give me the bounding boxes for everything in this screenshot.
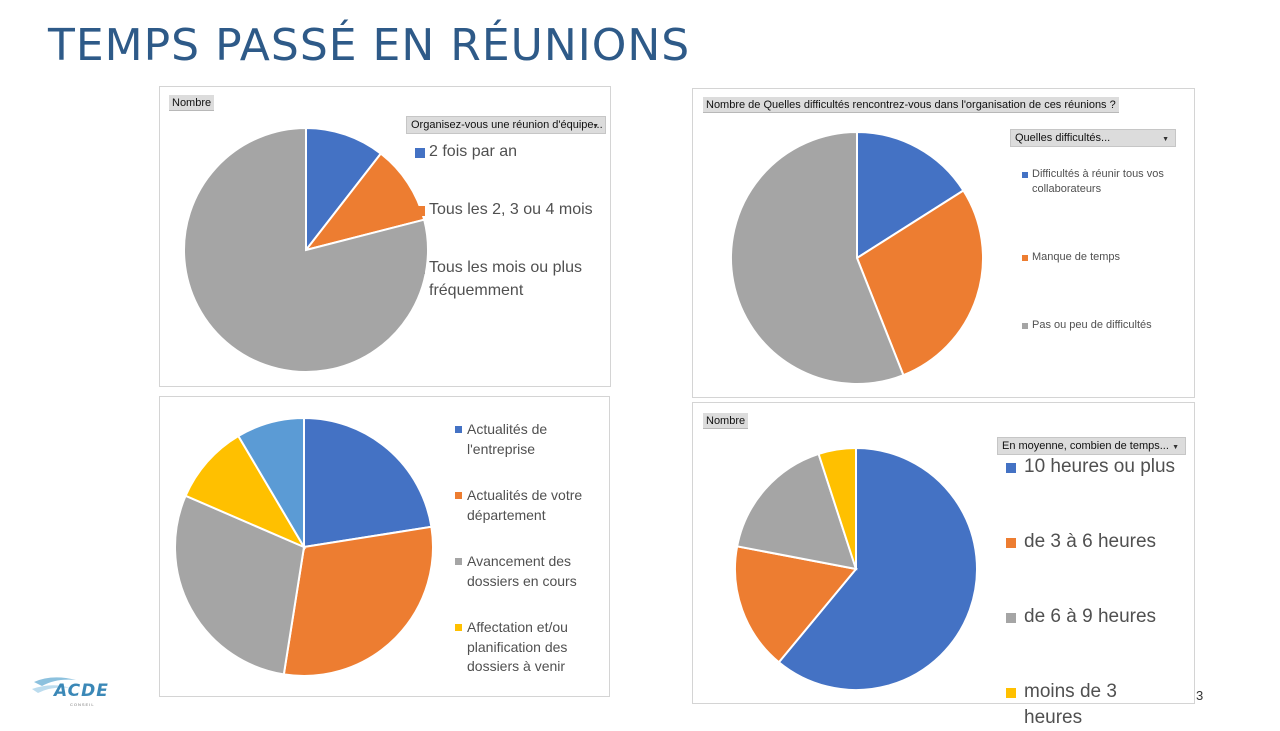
pie-slice xyxy=(855,189,984,377)
chart-legend: 2 fois par an Tous les 2, 3 ou 4 mois Tous… xyxy=(415,140,610,302)
pie-slice xyxy=(303,152,426,252)
legend-label: Affectation et/ou planification des dossie… xyxy=(467,619,568,674)
pie-chart xyxy=(183,126,429,373)
chart-panel-3: Actualités de l'entreprise Actualités de v… xyxy=(159,396,610,697)
legend-item[interactable]: Avancement des dossiers en cours xyxy=(455,552,607,591)
filter-label: Quelles difficultés... xyxy=(1015,132,1111,144)
dropdown-arrow-icon: ▼ xyxy=(1172,444,1179,451)
filter-label: En moyenne, combien de temps... xyxy=(1002,440,1169,452)
pie-slice xyxy=(174,494,306,676)
pie-slice xyxy=(730,130,905,385)
legend-label: Tous les mois ou plus fréquemment xyxy=(429,259,582,299)
chart-panel-1: Nombre Organisez-vous une réunion d'équi… xyxy=(159,86,611,387)
legend-swatch xyxy=(1006,613,1016,623)
pie-slice xyxy=(777,446,978,691)
pie-chart xyxy=(174,416,434,677)
logo-subtitle: CONSEIL xyxy=(70,702,95,707)
pie-slice xyxy=(305,126,383,253)
pie-slice xyxy=(817,446,857,570)
legend-swatch xyxy=(455,492,462,499)
acde-logo: ACDE CONSEIL xyxy=(30,672,114,712)
pie-slice xyxy=(734,545,858,664)
legend-swatch xyxy=(415,264,425,274)
pie-chart xyxy=(730,130,984,385)
chart-legend: 10 heures ou plus de 3 à 6 heures de 6 à 9… xyxy=(1006,454,1194,731)
legend-item[interactable]: Actualités de l'entreprise xyxy=(455,420,607,459)
pie-slice xyxy=(282,525,434,677)
pie-slice xyxy=(183,126,429,373)
legend-label: Avancement des dossiers en cours xyxy=(467,553,577,589)
pie-slice xyxy=(856,130,965,260)
dropdown-arrow-icon: ▼ xyxy=(592,123,599,130)
legend-item[interactable]: moins de 3 heures xyxy=(1006,679,1194,731)
category-filter-button[interactable]: Quelles difficultés... ▼ xyxy=(1010,129,1176,147)
legend-swatch xyxy=(455,558,462,565)
legend-item[interactable]: Pas ou peu de difficultés xyxy=(1022,318,1194,333)
chart-panel-2: Nombre de Quelles difficultés rencontrez… xyxy=(692,88,1195,398)
legend-label: Actualités de votre département xyxy=(467,487,583,523)
legend-swatch xyxy=(415,206,425,216)
legend-item[interactable]: de 3 à 6 heures xyxy=(1006,529,1194,555)
legend-swatch xyxy=(1022,172,1028,178)
legend-label: Pas ou peu de difficultés xyxy=(1032,319,1152,331)
legend-item[interactable]: Tous les 2, 3 ou 4 mois xyxy=(415,198,610,221)
legend-swatch xyxy=(1006,688,1016,698)
chart-legend: Difficultés à réunir tous vos collaborate… xyxy=(1022,167,1194,333)
legend-swatch xyxy=(1022,323,1028,329)
legend-item[interactable]: Actualités de votre département xyxy=(455,486,607,525)
legend-label: Manque de temps xyxy=(1032,251,1121,263)
chart-legend: Actualités de l'entreprise Actualités de v… xyxy=(455,420,607,677)
legend-item[interactable]: de 6 à 9 heures xyxy=(1006,604,1194,630)
legend-swatch xyxy=(1006,463,1016,473)
pie-chart xyxy=(734,446,978,691)
legend-label: de 6 à 9 heures xyxy=(1024,606,1157,627)
pie-slice xyxy=(303,416,433,549)
legend-swatch xyxy=(1006,538,1016,548)
value-field-button[interactable]: Nombre de Quelles difficultés rencontrez… xyxy=(703,97,1119,113)
page-number: 3 xyxy=(1196,688,1204,703)
legend-swatch xyxy=(1022,255,1028,261)
legend-item[interactable]: 10 heures ou plus xyxy=(1006,454,1194,480)
value-field-button[interactable]: Nombre xyxy=(169,95,215,111)
value-field-button[interactable]: Nombre xyxy=(703,413,749,429)
legend-item[interactable]: Difficultés à réunir tous vos collaborate… xyxy=(1022,167,1194,197)
legend-swatch xyxy=(455,426,462,433)
legend-swatch xyxy=(415,148,425,158)
legend-swatch xyxy=(455,624,462,631)
legend-label: 2 fois par an xyxy=(429,143,518,160)
dropdown-arrow-icon: ▼ xyxy=(1162,136,1169,143)
legend-label: de 3 à 6 heures xyxy=(1024,531,1157,552)
legend-item[interactable]: 2 fois par an xyxy=(415,140,610,163)
legend-label: Difficultés à réunir tous vos collaborate… xyxy=(1032,168,1164,195)
pie-slice xyxy=(236,416,305,551)
legend-item[interactable]: Tous les mois ou plus fréquemment xyxy=(415,256,610,302)
legend-label: Tous les 2, 3 ou 4 mois xyxy=(429,201,593,218)
filter-label: Organisez-vous une réunion d'équipe... xyxy=(411,119,603,131)
slide-title: TEMPS PASSÉ EN RÉUNIONS xyxy=(48,20,691,71)
logo-name: ACDE xyxy=(54,681,109,701)
pie-slice xyxy=(184,434,307,550)
legend-label: moins de 3 heures xyxy=(1024,681,1117,728)
legend-label: 10 heures ou plus xyxy=(1024,456,1176,477)
category-filter-button[interactable]: En moyenne, combien de temps... ▼ xyxy=(997,437,1186,455)
pie-slice xyxy=(735,452,858,571)
legend-item[interactable]: Manque de temps xyxy=(1022,250,1194,265)
legend-label: Actualités de l'entreprise xyxy=(467,421,548,457)
category-filter-button[interactable]: Organisez-vous une réunion d'équipe... ▼ xyxy=(406,116,606,134)
legend-item[interactable]: Affectation et/ou planification des dossie… xyxy=(455,618,607,677)
chart-panel-4: Nombre En moyenne, combien de temps... ▼… xyxy=(692,402,1195,728)
